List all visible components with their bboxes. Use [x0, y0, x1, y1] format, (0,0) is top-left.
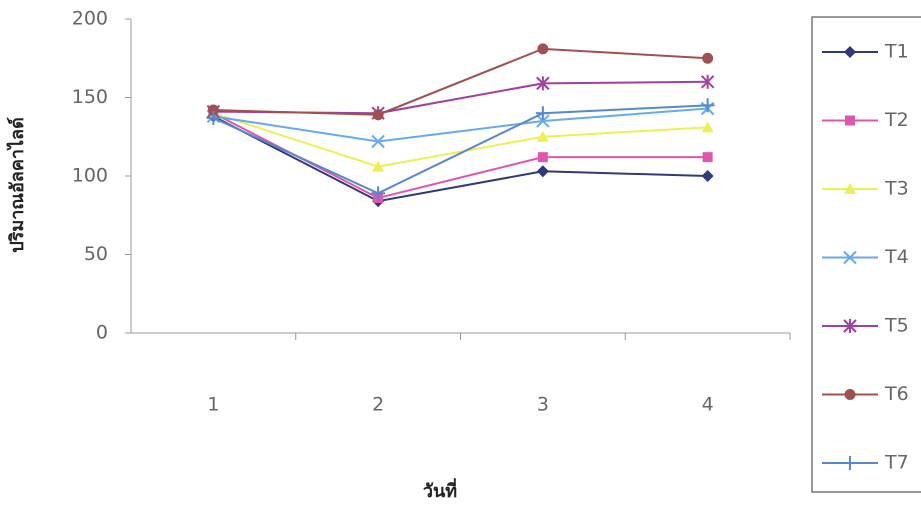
marker — [371, 134, 385, 149]
y-tick-label: 150 — [72, 86, 108, 108]
legend-marker — [845, 115, 855, 126]
marker — [537, 152, 548, 163]
marker — [701, 121, 714, 133]
legend-box — [811, 16, 921, 493]
legend-marker — [844, 183, 856, 194]
x-tick-label: 4 — [702, 394, 714, 416]
marker — [371, 186, 386, 201]
marker — [536, 165, 549, 178]
marker — [372, 160, 385, 172]
marker — [701, 170, 714, 182]
marker — [700, 98, 715, 113]
x-tick-label: 1 — [207, 394, 219, 416]
marker — [206, 110, 221, 125]
marker — [536, 114, 550, 128]
y-tick-label: 100 — [72, 165, 108, 187]
series-line — [213, 107, 708, 143]
marker — [536, 76, 550, 91]
marker — [700, 74, 715, 89]
y-axis-label: ปริมาณอัลคาไลด์ — [6, 117, 28, 253]
legend-marker — [844, 389, 856, 400]
marker — [207, 104, 219, 116]
marker — [535, 106, 550, 121]
y-tick-label: 50 — [84, 243, 108, 265]
legend-label: T4 — [884, 246, 909, 268]
legend-label: T3 — [884, 178, 909, 200]
x-tick-label: 3 — [537, 394, 549, 416]
legend-label: T2 — [884, 109, 909, 131]
legend-marker — [844, 46, 856, 58]
legend-label: T1 — [884, 41, 909, 63]
x-tick-label: 2 — [372, 394, 384, 416]
y-tick-label: 0 — [96, 322, 108, 344]
series-line — [212, 104, 708, 195]
marker — [372, 109, 384, 121]
legend-marker — [843, 456, 857, 470]
marker — [702, 52, 714, 64]
marker — [536, 130, 549, 142]
series-line — [212, 115, 708, 203]
x-axis-label: วันที่ — [423, 478, 457, 502]
legend-label: T6 — [884, 383, 909, 405]
series-line — [213, 47, 708, 116]
legend-marker — [843, 250, 857, 265]
marker — [702, 152, 713, 163]
marker — [537, 43, 549, 55]
y-tick-label: 200 — [72, 8, 108, 30]
series-line — [213, 112, 708, 168]
legend-marker — [843, 319, 857, 333]
legend-label: T5 — [884, 315, 909, 337]
legend-label: T7 — [884, 452, 909, 474]
